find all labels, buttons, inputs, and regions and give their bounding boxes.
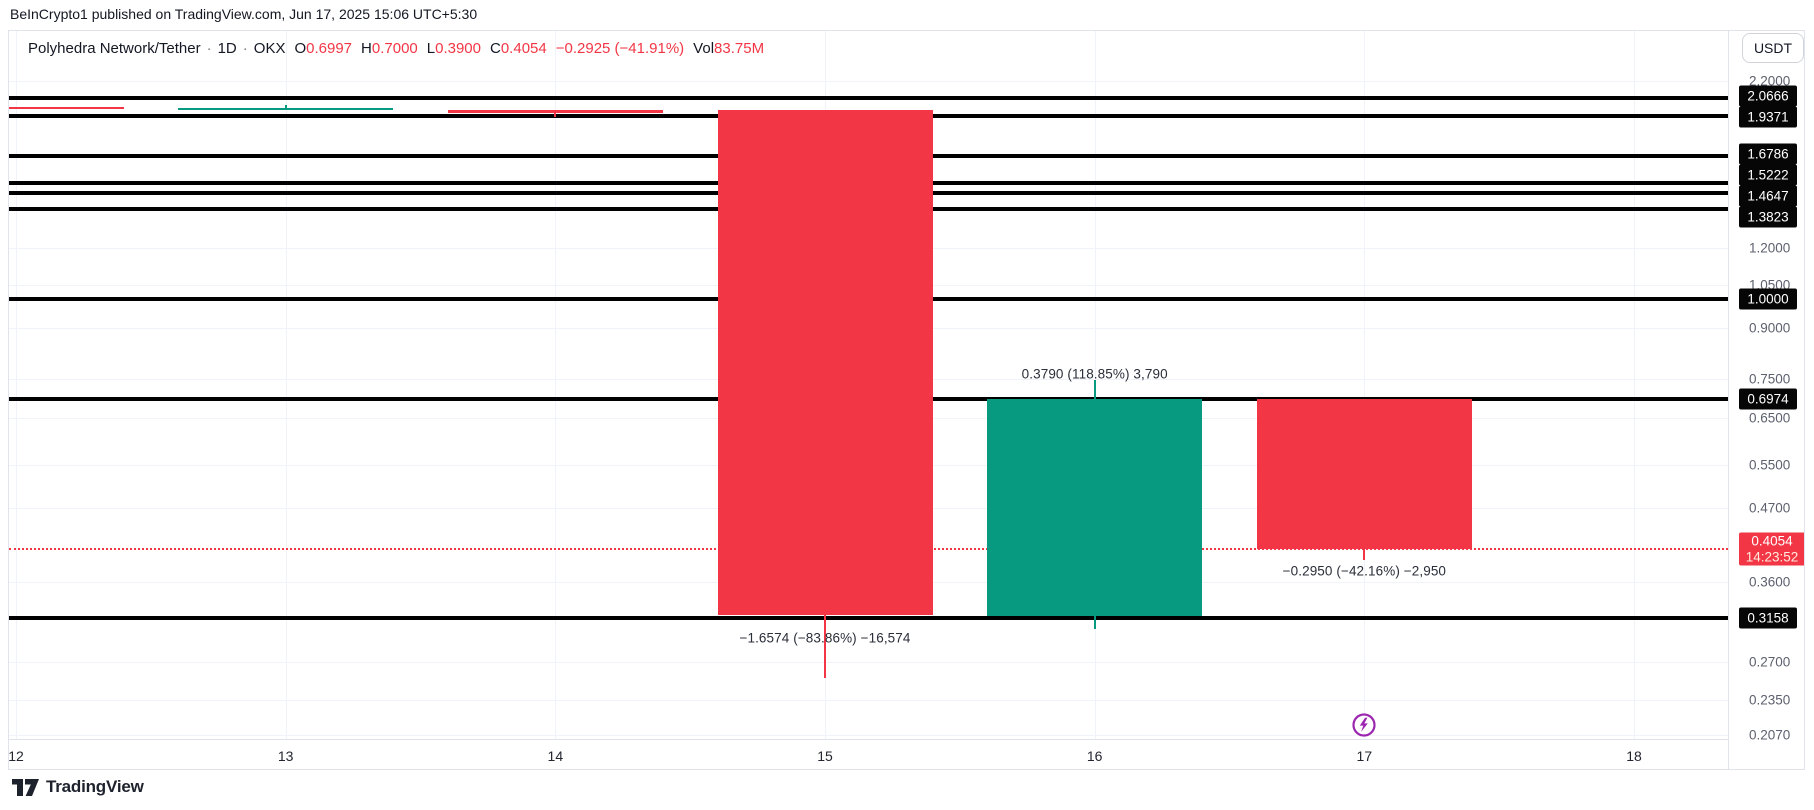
ohlc-open: O0.6997 [294, 40, 353, 57]
candle-body[interactable] [178, 107, 394, 110]
price-line-badge: 1.0000 [1739, 288, 1797, 310]
symbol-name: Polyhedra Network/Tether [28, 40, 201, 57]
price-line-badge: 2.0666 [1739, 85, 1797, 107]
candle-wick-low[interactable] [1093, 615, 1096, 629]
v-gridline [16, 31, 17, 739]
candle-body[interactable] [717, 110, 933, 615]
attribution-text: BeInCrypto1 published on TradingView.com… [10, 6, 478, 22]
chart-legend[interactable]: Polyhedra Network/Tether · 1D · OKX O0.6… [28, 40, 764, 57]
price-tick-label: 0.2350 [1749, 692, 1791, 708]
support-resistance-line[interactable] [9, 95, 1728, 100]
h-gridline [9, 735, 1728, 737]
price-tick-label: 1.2000 [1749, 240, 1791, 256]
change-value: −0.2925 (−41.91%) [555, 40, 685, 57]
price-tick-label: 0.5500 [1749, 457, 1791, 473]
h-gridline [9, 661, 1728, 663]
last-price-value: 0.4054 [1751, 533, 1793, 549]
candle-body[interactable] [447, 110, 663, 113]
price-line-badge: 1.6786 [1739, 143, 1797, 165]
legend-separator: · [206, 40, 212, 57]
price-line-badge: 0.6974 [1739, 388, 1797, 410]
tradingview-logo-icon [12, 778, 39, 796]
price-axis[interactable]: USDT 2.2000 1.2000 1.0500 0.9000 0.7500 0.650… [1728, 31, 1804, 769]
candle-body[interactable] [1256, 398, 1472, 550]
price-tick-label: 0.7500 [1749, 371, 1791, 387]
time-axis-label: 14 [547, 748, 564, 764]
measure-label[interactable]: −1.6574 (−83.86%) −16,574 [739, 630, 911, 646]
price-line-badge: 0.3158 [1739, 607, 1797, 629]
exchange-label: OKX [253, 40, 286, 57]
v-gridline [555, 31, 557, 739]
price-tick-label: 0.3600 [1749, 574, 1791, 590]
price-tick-label: 2.2000 [1749, 73, 1791, 89]
interval-label: 1D [217, 40, 237, 57]
measure-label[interactable]: −0.2950 (−42.16%) −2,950 [1282, 563, 1447, 579]
candle-wick-high[interactable] [284, 104, 287, 108]
time-axis-label: 18 [1626, 748, 1642, 764]
ohlc-close: C0.4054 [490, 40, 547, 57]
price-line-badge: 1.3823 [1739, 206, 1797, 228]
v-gridline [1364, 31, 1366, 739]
tradingview-logo-text: TradingView [46, 777, 144, 796]
v-gridline [1634, 31, 1636, 739]
candle-wick-low[interactable] [824, 614, 826, 678]
plot-area[interactable]: −1.6574 (−83.86%) −16,574 0.3790 (118.85%… [9, 31, 1728, 739]
ohlc-low: L0.3900 [426, 40, 481, 57]
tradingview-logo[interactable]: TradingView [12, 777, 144, 797]
price-tick-label: 0.2700 [1749, 654, 1791, 670]
time-axis-label: 13 [277, 748, 294, 764]
time-axis-label: 12 [8, 748, 24, 764]
price-line-badge: 1.5222 [1739, 164, 1797, 186]
price-line-badge: 1.4647 [1739, 185, 1797, 207]
price-line-badge: 1.9371 [1739, 106, 1797, 128]
candle-wick-low[interactable] [1363, 549, 1366, 560]
time-axis-label: 17 [1356, 748, 1373, 764]
v-gridline [285, 31, 287, 739]
price-tick-label: 0.4700 [1749, 500, 1791, 516]
time-axis[interactable]: 12 13 14 15 16 17 18 [8, 739, 1804, 769]
currency-toggle-button[interactable]: USDT [1742, 33, 1804, 63]
price-tick-label: 0.9000 [1749, 320, 1791, 336]
price-tick-label: 0.6500 [1749, 410, 1791, 426]
legend-separator: · [242, 40, 248, 57]
candle-body[interactable] [9, 106, 124, 109]
candle-body[interactable] [987, 398, 1203, 616]
last-price-badge: 0.4054 14:23:52 [1739, 532, 1804, 566]
h-gridline [9, 80, 1728, 82]
price-tick-label: 0.2070 [1749, 727, 1791, 743]
volume-value: Vol83.75M [693, 40, 765, 57]
symbol-title: Polyhedra Network/Tether · 1D · OKX [28, 40, 285, 57]
bar-countdown-timer: 14:23:52 [1745, 549, 1799, 565]
ohlc-high: H0.7000 [361, 40, 418, 57]
flash-marker-icon[interactable] [1351, 712, 1377, 738]
candle-wick-high[interactable] [1093, 380, 1096, 399]
candle-wick-low[interactable] [554, 112, 557, 117]
measure-label[interactable]: 0.3790 (118.85%) 3,790 [1021, 366, 1168, 382]
h-gridline [9, 700, 1728, 702]
time-axis-label: 16 [1086, 748, 1103, 764]
support-resistance-line[interactable] [9, 616, 1728, 621]
chart-container: −1.6574 (−83.86%) −16,574 0.3790 (118.85%… [8, 30, 1805, 770]
time-axis-label: 15 [817, 748, 833, 764]
